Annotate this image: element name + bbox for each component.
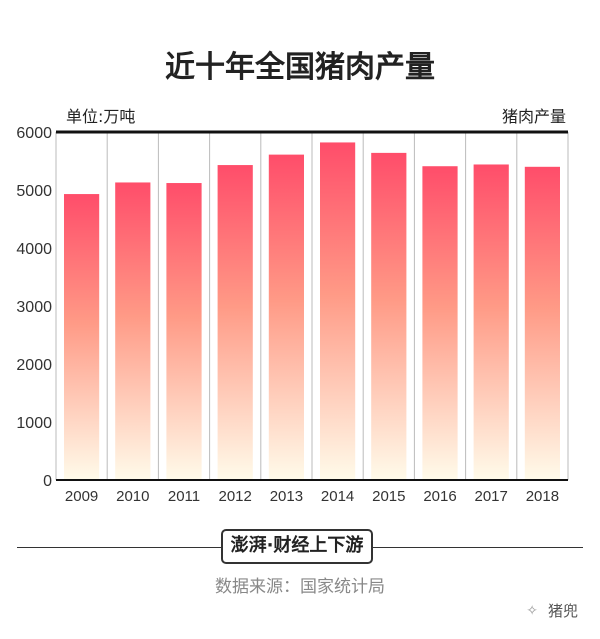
bar-2011 xyxy=(166,183,202,481)
x-tick-label: 2015 xyxy=(372,488,405,505)
y-tick-label: 5000 xyxy=(16,183,52,200)
x-tick-label: 2009 xyxy=(65,488,98,505)
bar-2014 xyxy=(320,142,356,480)
x-tick-label: 2013 xyxy=(270,488,303,505)
watermark: 猪兜 xyxy=(547,602,578,620)
bar-2018 xyxy=(524,166,560,481)
x-tick-label: 2012 xyxy=(219,488,252,505)
bar-2017 xyxy=(473,164,509,481)
bar-chart: 0 1000 2000 3000 4000 5000 6000 2009 2010 2011 201… xyxy=(16,125,569,505)
x-tick-label: 2017 xyxy=(475,488,508,505)
wechat-icon: ✧ xyxy=(526,603,538,619)
chart-title: 近十年全国猪肉产量 xyxy=(165,50,435,85)
footer-divider-right xyxy=(373,547,583,548)
x-tick-label: 2011 xyxy=(168,488,200,505)
legend-label: 猪肉产量 xyxy=(501,107,566,126)
y-tick-label: 1000 xyxy=(16,415,52,432)
bar-2009 xyxy=(64,194,100,480)
bar-2013 xyxy=(268,154,304,480)
y-tick-label: 6000 xyxy=(16,125,52,142)
x-tick-label: 2010 xyxy=(116,488,149,505)
y-tick-label: 2000 xyxy=(16,357,52,374)
y-tick-label: 4000 xyxy=(16,241,52,258)
x-tick-label: 2016 xyxy=(423,488,456,505)
data-source: 数据来源：国家统计局 xyxy=(215,577,385,597)
bar-2015 xyxy=(371,152,407,480)
y-tick-label: 0 xyxy=(43,473,52,490)
footer-divider-left xyxy=(17,547,221,548)
y-tick-label: 3000 xyxy=(16,299,52,316)
unit-label: 单位:万吨 xyxy=(66,107,136,126)
bar-2016 xyxy=(422,166,458,480)
x-tick-label: 2014 xyxy=(321,488,354,505)
x-tick-label: 2018 xyxy=(526,488,559,505)
bar-2012 xyxy=(217,165,253,480)
bar-2010 xyxy=(115,182,151,480)
brand-logo: 澎湃·财经上下游 xyxy=(221,529,373,564)
